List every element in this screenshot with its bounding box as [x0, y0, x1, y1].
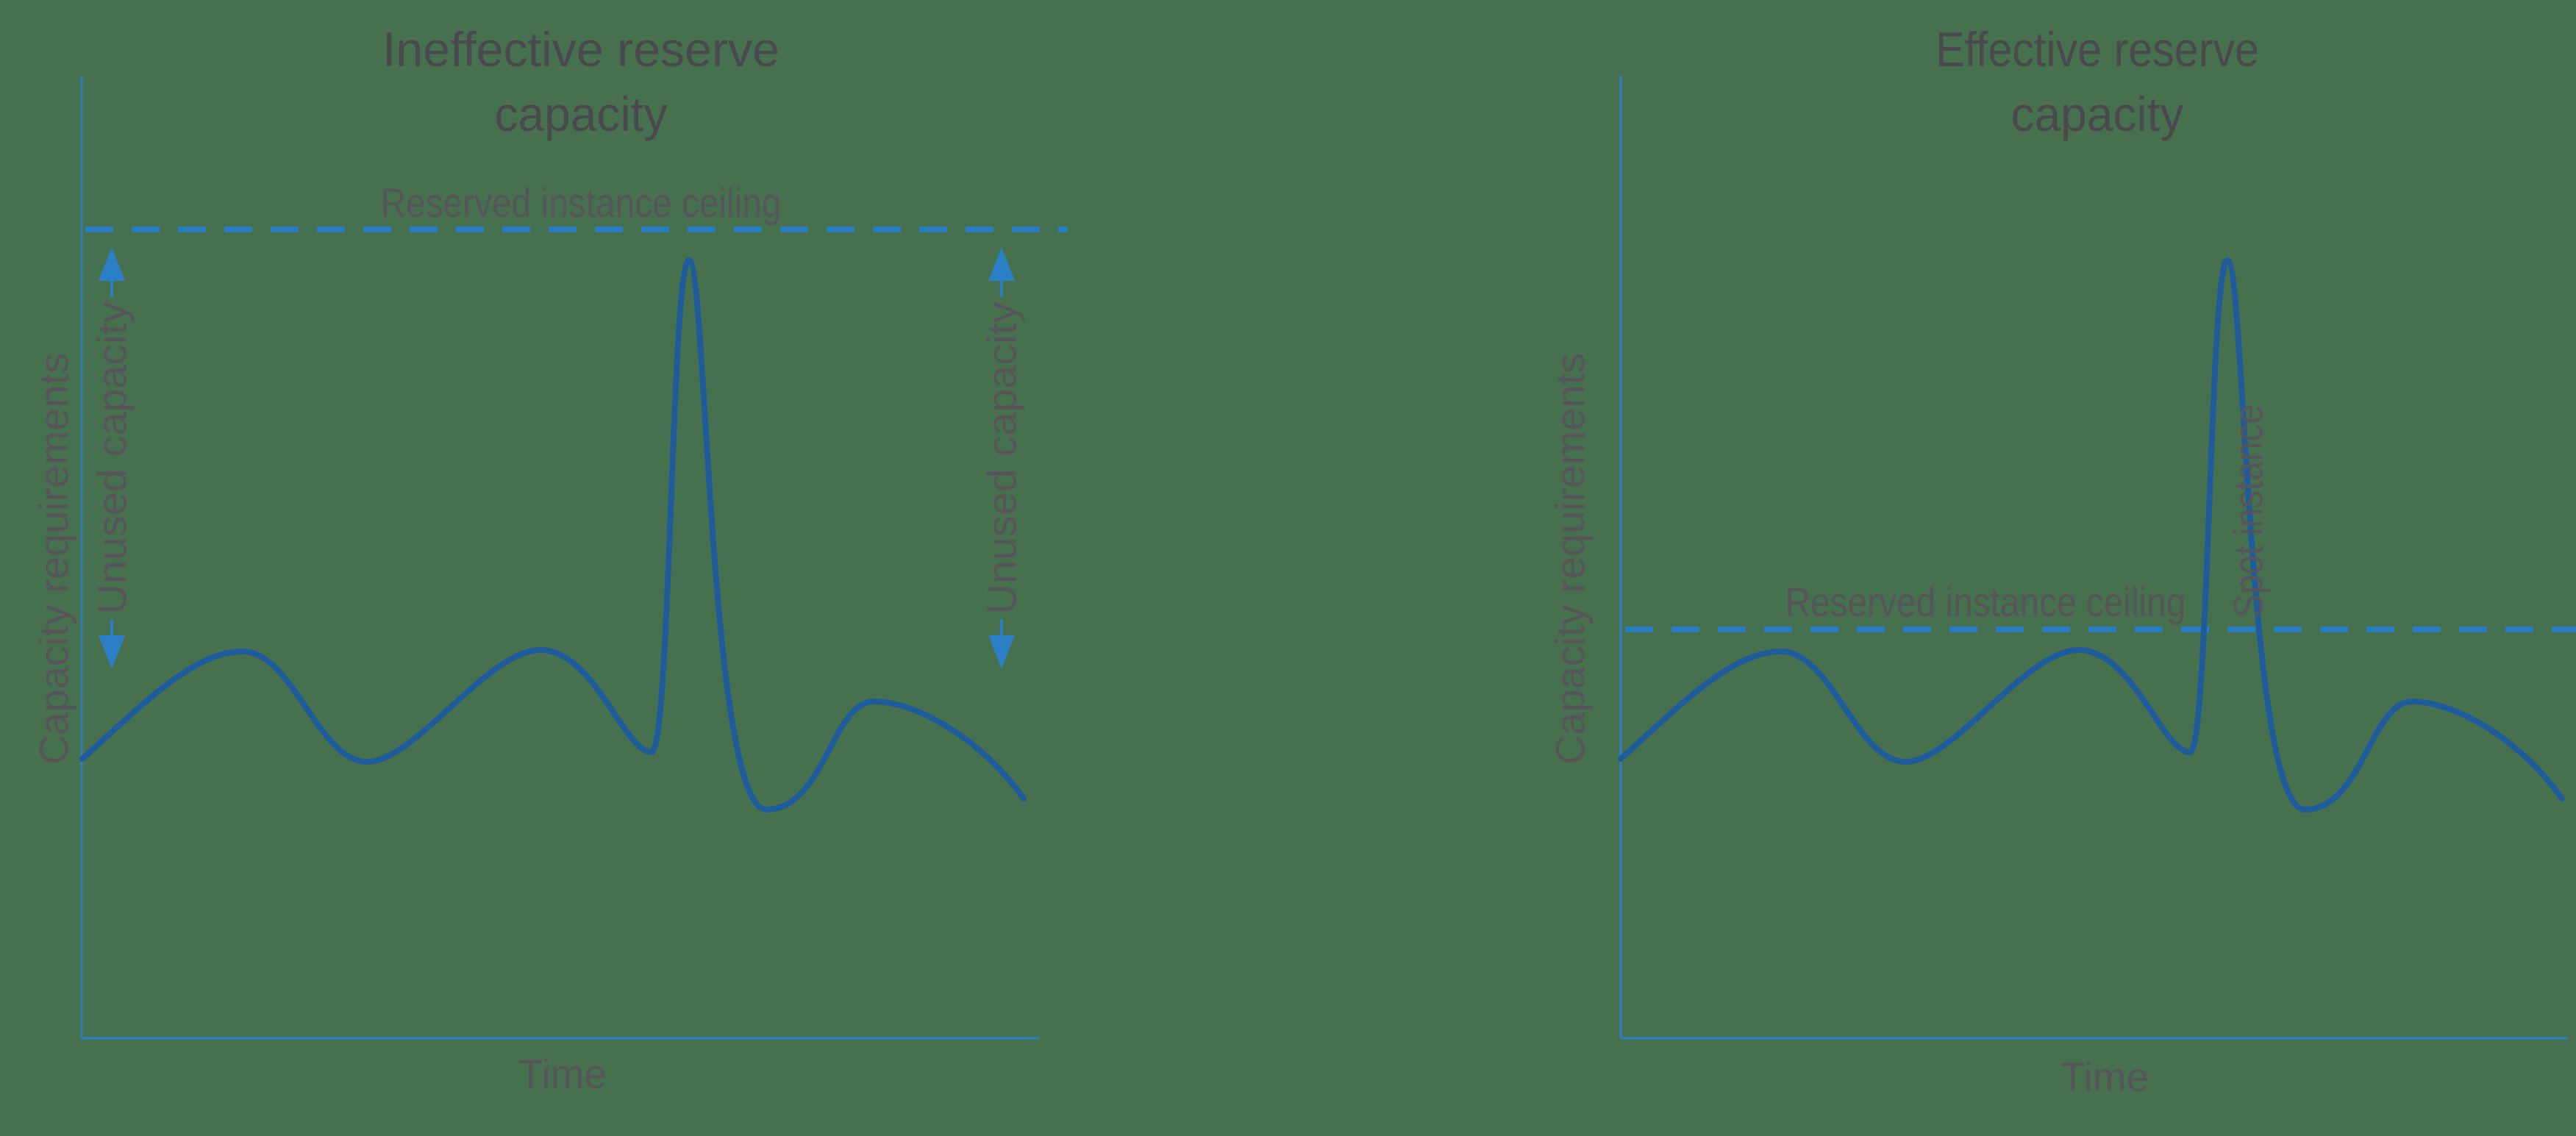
right-demand-curve [1618, 257, 2565, 813]
left-unused-capacity-label-1: Unused capacity [89, 302, 135, 615]
left-unused-capacity-label-2: Unused capacity [979, 302, 1025, 615]
left-x-axis-label: Time [518, 1051, 607, 1097]
arrow-up-icon [99, 247, 125, 281]
left-demand-curve [79, 257, 1027, 813]
chart-effective-reserve: Effective reserve capacity Reserved inst… [1547, 22, 2576, 1100]
left-chart-title-line1: Ineffective reserve [382, 22, 779, 76]
right-ceiling-label: Reserved instance ceiling [1785, 579, 2186, 625]
left-ceiling-label: Reserved instance ceiling [381, 179, 782, 226]
arrow-down-icon [988, 635, 1015, 669]
right-chart-title-line1: Effective reserve [1935, 22, 2259, 76]
right-y-axis-label: Capacity requirements [1547, 353, 1594, 765]
left-chart-title-line2: capacity [495, 87, 668, 141]
left-y-axis-label: Capacity requirements [31, 353, 77, 765]
right-x-axis-label: Time [2061, 1054, 2149, 1100]
chart-ineffective-reserve: Ineffective reserve capacity Reserved in… [31, 22, 1068, 1097]
left-unused-capacity-arrow-left: Unused capacity [89, 247, 135, 669]
right-chart-title-line2: capacity [2011, 87, 2184, 141]
right-spot-instance-label: Spot instance [2225, 404, 2272, 618]
arrow-up-icon [988, 247, 1015, 281]
arrow-down-icon [99, 635, 125, 669]
left-unused-capacity-arrow-right: Unused capacity [979, 247, 1025, 669]
